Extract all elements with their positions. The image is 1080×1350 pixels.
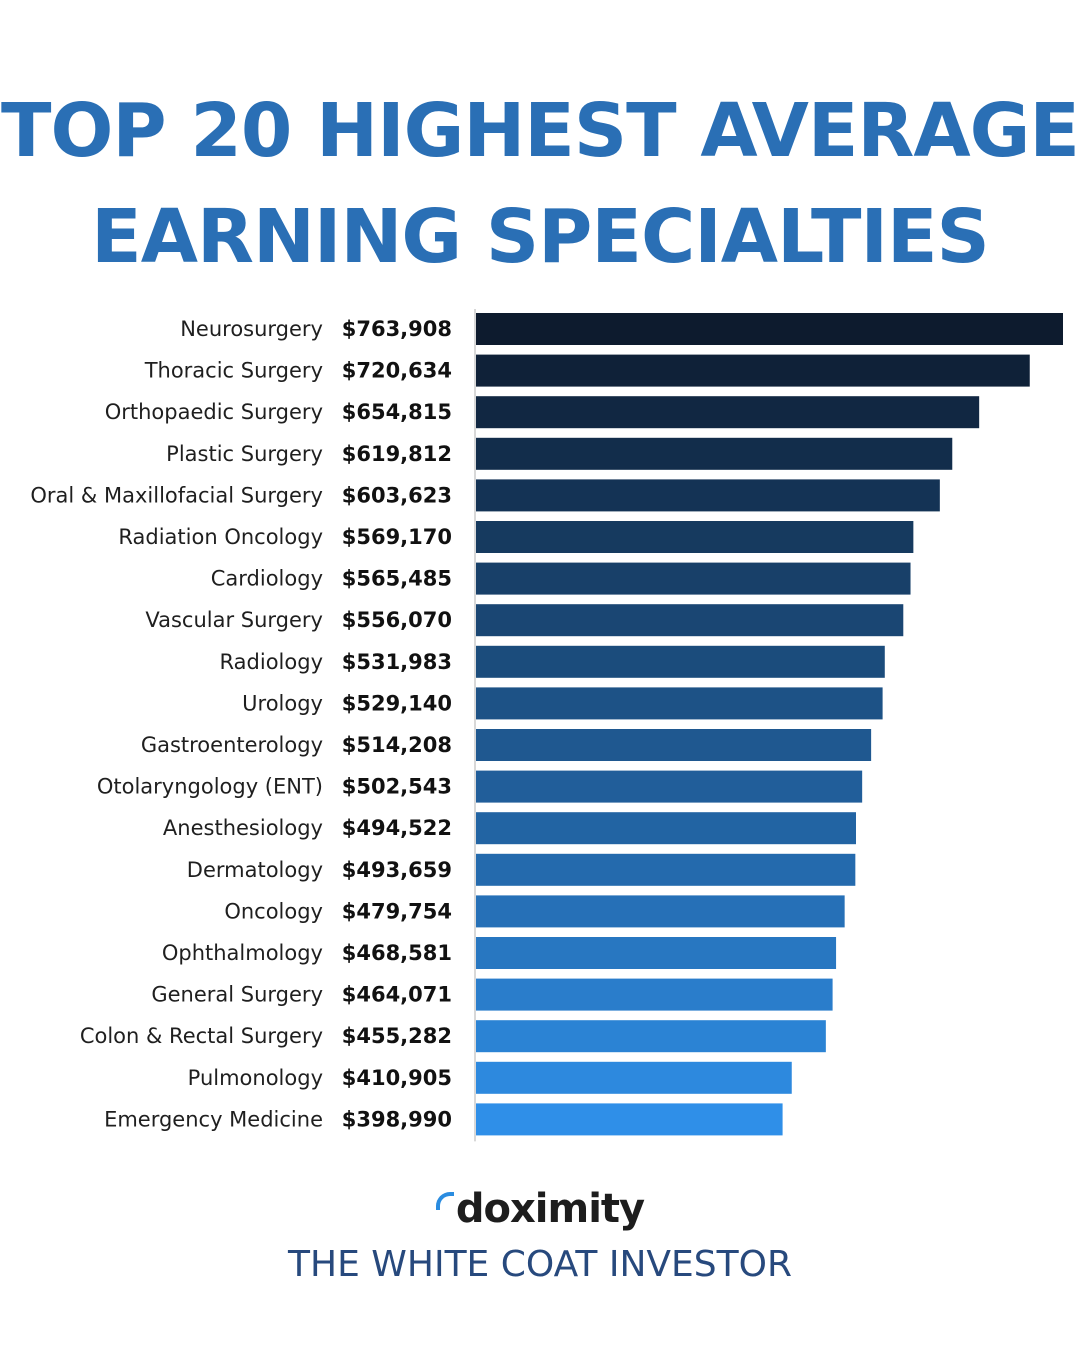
value-label-6: $565,485: [342, 567, 452, 591]
bar-4: [476, 479, 940, 512]
chart-title: TOP 20 HIGHEST AVERAGE EARNING SPECIALTI…: [0, 78, 1080, 290]
category-label-15: Ophthalmology: [162, 941, 323, 965]
bar-13: [476, 853, 856, 886]
bar-3: [476, 437, 953, 470]
signal-arc-icon: [435, 1192, 454, 1210]
value-label-0: $763,908: [342, 317, 452, 341]
bar-16: [476, 978, 833, 1011]
bar-11: [476, 770, 863, 803]
value-label-13: $493,659: [342, 858, 452, 882]
category-label-0: Neurosurgery: [180, 317, 323, 341]
value-label-18: $410,905: [342, 1066, 452, 1090]
value-label-5: $569,170: [342, 525, 452, 549]
bar-0: [476, 313, 1063, 345]
bar-19: [476, 1103, 783, 1136]
value-label-7: $556,070: [342, 608, 452, 632]
bar-8: [476, 645, 885, 678]
credit-text: THE WHITE COAT INVESTOR: [288, 1244, 792, 1285]
category-label-8: Radiology: [220, 650, 323, 674]
bar-6: [476, 562, 911, 595]
category-label-10: Gastroenterology: [141, 733, 323, 757]
title-line-1: TOP 20 HIGHEST AVERAGE: [1, 88, 1080, 174]
value-label-10: $514,208: [342, 733, 452, 757]
category-label-4: Oral & Maxillofacial Surgery: [30, 483, 323, 507]
category-label-1: Thoracic Surgery: [144, 359, 323, 383]
bar-2: [476, 396, 980, 429]
bar-17: [476, 1020, 826, 1053]
bar-chart: Neurosurgery $763,908 Thoracic Surgery $720…: [30, 309, 1063, 1142]
category-label-7: Vascular Surgery: [145, 608, 323, 632]
category-label-2: Orthopaedic Surgery: [105, 400, 323, 424]
bar-14: [476, 895, 845, 928]
category-label-14: Oncology: [224, 899, 323, 923]
bar-5: [476, 521, 914, 553]
category-label-5: Radiation Oncology: [118, 525, 323, 549]
value-label-16: $464,071: [342, 983, 452, 1007]
value-label-12: $494,522: [342, 816, 452, 840]
category-label-6: Cardiology: [211, 567, 323, 591]
category-label-13: Dermatology: [187, 858, 323, 882]
bar-10: [476, 729, 872, 761]
bar-12: [476, 812, 856, 845]
title-line-2: EARNING SPECIALTIES: [91, 194, 990, 280]
bar-15: [476, 937, 837, 969]
category-label-12: Anesthesiology: [163, 816, 323, 840]
bar-18: [476, 1061, 792, 1094]
value-label-19: $398,990: [342, 1107, 452, 1131]
value-label-3: $619,812: [342, 442, 452, 466]
value-label-4: $603,623: [342, 483, 452, 507]
logo-text: doximity: [455, 1186, 645, 1232]
category-label-11: Otolaryngology (ENT): [97, 775, 323, 799]
value-label-1: $720,634: [342, 359, 452, 383]
category-label-16: General Surgery: [151, 983, 323, 1007]
value-label-8: $531,983: [342, 650, 452, 674]
value-label-17: $455,282: [342, 1024, 452, 1048]
bar-1: [476, 354, 1030, 387]
category-label-19: Emergency Medicine: [104, 1107, 323, 1131]
value-label-9: $529,140: [342, 691, 452, 715]
value-label-11: $502,543: [342, 775, 452, 799]
category-label-9: Urology: [242, 691, 323, 715]
category-label-17: Colon & Rectal Surgery: [80, 1024, 323, 1048]
bar-9: [476, 687, 883, 720]
value-label-14: $479,754: [342, 899, 452, 923]
value-label-2: $654,815: [342, 400, 452, 424]
doximity-logo: doximity: [0, 1186, 1080, 1232]
category-label-3: Plastic Surgery: [166, 442, 323, 466]
value-label-15: $468,581: [342, 941, 452, 965]
category-label-18: Pulmonology: [188, 1066, 323, 1090]
bar-7: [476, 604, 904, 637]
